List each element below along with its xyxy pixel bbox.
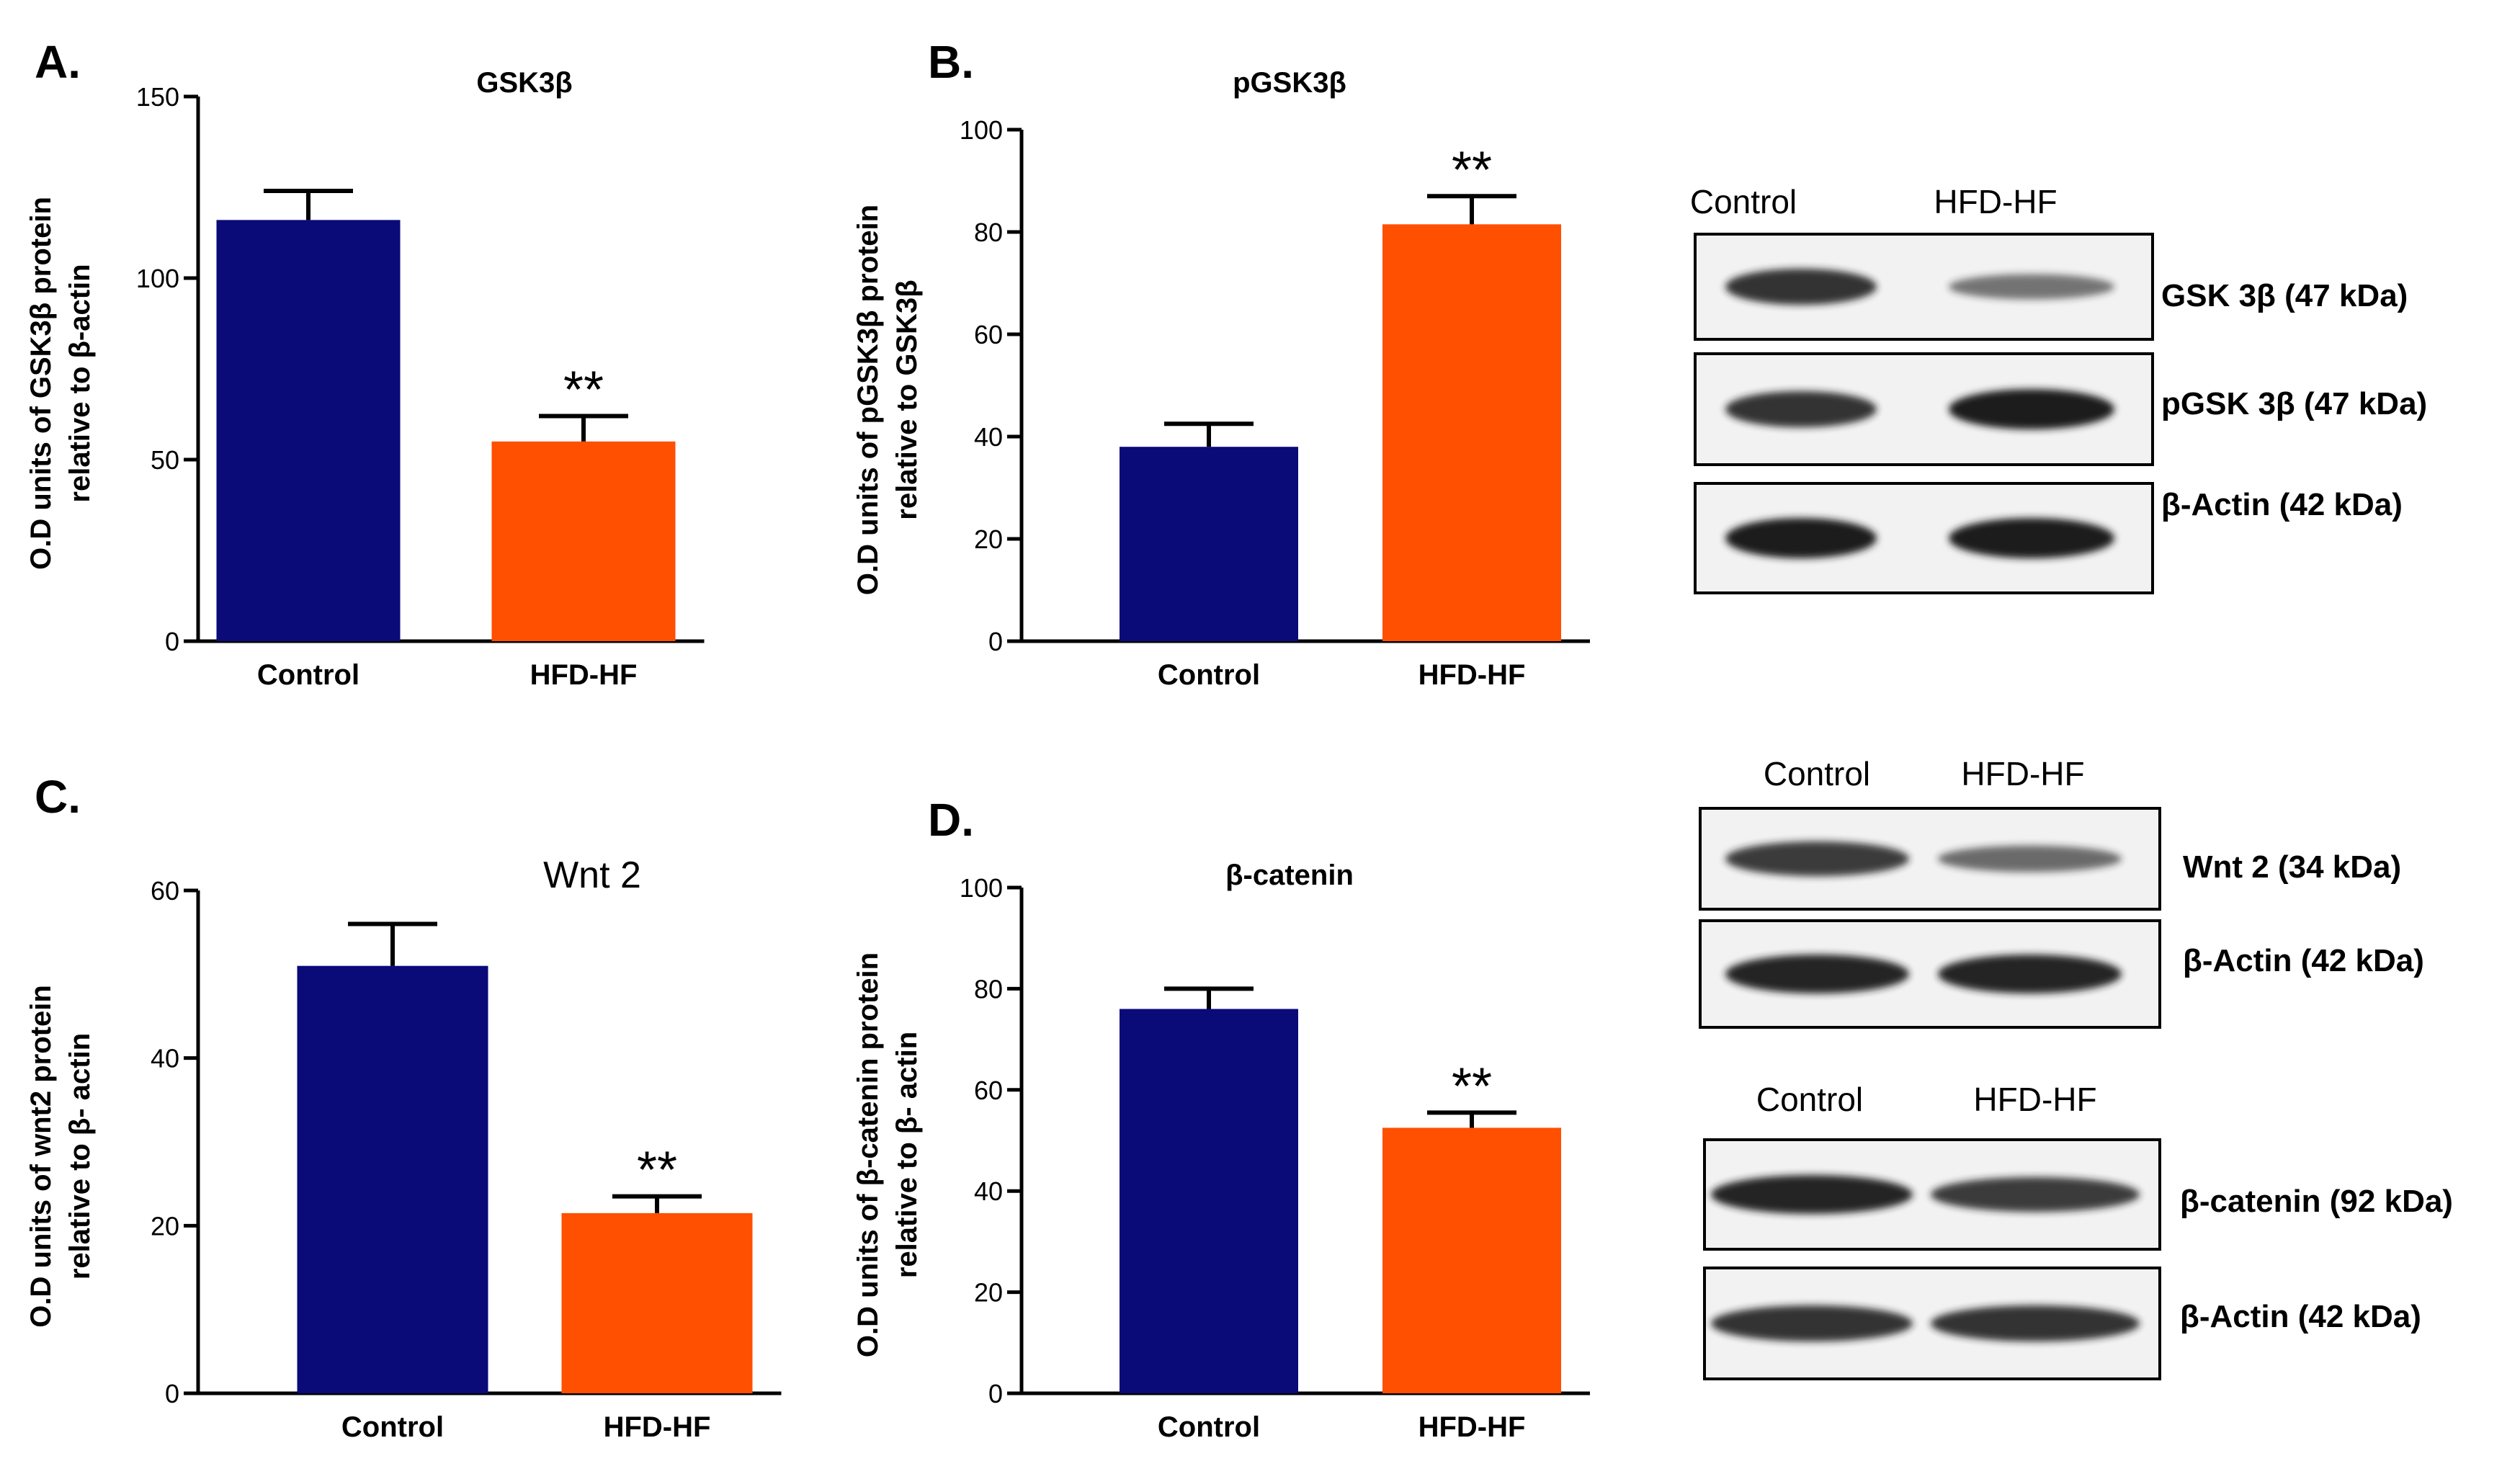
- y-tick-label: 80: [974, 974, 1003, 1004]
- blot-row-label: β-Actin (42 kDa): [2183, 943, 2424, 978]
- x-category-label: HFD-HF: [1418, 659, 1526, 691]
- y-tick-label: 50: [151, 445, 179, 475]
- chart-pgsk3b: pGSK3β 0 20 40 60 80 100 O.D units of pGSK3β pr…: [852, 67, 1590, 691]
- chart-title: β-catenin: [1225, 859, 1354, 891]
- y-tick-label: 60: [974, 1076, 1003, 1105]
- significance-marker: **: [1452, 1058, 1492, 1115]
- western-blot-gsk3b: Control HFD-HF GSK 3β (47 kDa) pGSK 3β (47 …: [1690, 183, 2427, 594]
- x-category-label: Control: [1158, 1411, 1260, 1443]
- x-category-label: Control: [257, 659, 359, 691]
- panel-letter-c: C.: [35, 771, 81, 823]
- y-tick-label: 0: [165, 627, 179, 656]
- y-tick-label: 20: [974, 1278, 1003, 1308]
- western-blot-wnt2: Control HFD-HF Wnt 2 (34 kDa) β-Actin (42 k…: [1699, 755, 2424, 1029]
- y-tick-label: 20: [151, 1211, 179, 1241]
- blot-band: [1711, 1305, 1913, 1342]
- blot-lane-header: Control: [1690, 183, 1797, 220]
- significance-marker: **: [637, 1142, 677, 1200]
- y-tick-label: 40: [974, 422, 1003, 452]
- blot-band: [1725, 954, 1909, 994]
- y-axis-label-line2: relative to β- actin: [64, 1033, 96, 1279]
- blot-band: [1931, 1305, 2140, 1342]
- y-tick-label: 100: [960, 115, 1003, 145]
- x-category-label: HFD-HF: [1418, 1411, 1526, 1443]
- bar-hfd-hf: [1382, 224, 1561, 642]
- y-tick-label: 60: [974, 320, 1003, 349]
- blot-lane-header: HFD-HF: [1934, 183, 2057, 220]
- blot-lane-header: Control: [1756, 1081, 1863, 1118]
- y-tick-label: 150: [136, 82, 179, 112]
- blot-band: [1931, 1176, 2140, 1212]
- blot-band: [1949, 274, 2114, 300]
- blot-band: [1725, 390, 1877, 428]
- y-tick-label: 0: [988, 1379, 1003, 1408]
- blot-band: [1938, 954, 2122, 994]
- y-tick-label: 0: [988, 627, 1003, 656]
- y-tick-label: 0: [165, 1379, 179, 1408]
- chart-title: Wnt 2: [543, 854, 641, 896]
- blot-band: [1949, 389, 2114, 429]
- significance-marker: **: [563, 362, 604, 419]
- chart-gsk3b: GSK3β 0 50 100 150 O.D units of GSK3β protein…: [25, 67, 705, 691]
- y-axis-label-line2: relative to β-actin: [64, 264, 96, 502]
- y-axis-label-line2: relative to β- actin: [891, 1032, 923, 1278]
- x-category-label: HFD-HF: [530, 659, 638, 691]
- bar-hfd-hf: [561, 1212, 753, 1393]
- blot-row-label: GSK 3β (47 kDa): [2161, 278, 2408, 313]
- bar-control: [1120, 1009, 1298, 1393]
- panel-letter-d: D.: [928, 794, 974, 846]
- y-tick-label: 100: [136, 264, 179, 293]
- chart-wnt2: Wnt 2 0 20 40 60 O.D units of wnt2 protein rel…: [25, 854, 782, 1443]
- chart-title: pGSK3β: [1233, 67, 1346, 99]
- panel-letter-b: B.: [928, 36, 974, 88]
- blot-band: [1938, 845, 2122, 872]
- blot-row-label: Wnt 2 (34 kDa): [2183, 849, 2401, 885]
- y-tick-label: 100: [960, 873, 1003, 903]
- x-category-label: HFD-HF: [604, 1411, 711, 1443]
- y-axis-label-line1: O.D units of pGSK3β protein: [852, 205, 884, 595]
- y-axis-label-line1: O.D units of β-catenin protein: [852, 952, 884, 1357]
- bar-control: [216, 220, 401, 641]
- blot-lane-header: HFD-HF: [1973, 1081, 2096, 1118]
- bar-control: [1120, 447, 1298, 641]
- blot-row-label: β-Actin (42 kDa): [2161, 487, 2403, 522]
- panel-letter-a: A.: [35, 36, 81, 88]
- chart-title: GSK3β: [476, 67, 572, 99]
- y-axis-label-line2: relative to GSK3β: [891, 280, 923, 519]
- x-category-label: Control: [1158, 659, 1260, 691]
- blot-row-label: pGSK 3β (47 kDa): [2161, 386, 2427, 421]
- y-tick-label: 20: [974, 524, 1003, 554]
- y-axis-label-line1: O.D units of GSK3β protein: [25, 197, 57, 570]
- blot-lane-header: Control: [1764, 755, 1870, 792]
- blot-band: [1711, 1174, 1913, 1215]
- y-tick-label: 60: [151, 876, 179, 906]
- bar-control: [297, 965, 488, 1393]
- y-axis-label-line1: O.D units of wnt2 protein: [25, 985, 57, 1328]
- blot-lane-header: HFD-HF: [1961, 755, 2084, 792]
- y-tick-label: 40: [974, 1176, 1003, 1206]
- blot-band: [1725, 518, 1877, 558]
- bar-hfd-hf: [491, 441, 676, 641]
- significance-marker: **: [1452, 141, 1492, 199]
- western-blot-beta-catenin: Control HFD-HF β-catenin (92 kDa) β-Actin (…: [1703, 1081, 2453, 1380]
- y-tick-label: 40: [151, 1044, 179, 1073]
- bar-hfd-hf: [1382, 1127, 1561, 1393]
- blot-row-label: β-catenin (92 kDa): [2180, 1184, 2453, 1219]
- blot-band: [1949, 518, 2114, 558]
- blot-row-label: β-Actin (42 kDa): [2180, 1299, 2421, 1334]
- chart-beta-catenin: β-catenin 0 20 40 60 80 100 O.D units of β-cate…: [852, 859, 1590, 1443]
- y-tick-label: 80: [974, 218, 1003, 247]
- blot-band: [1725, 268, 1877, 305]
- blot-band: [1725, 841, 1909, 877]
- x-category-label: Control: [341, 1411, 444, 1443]
